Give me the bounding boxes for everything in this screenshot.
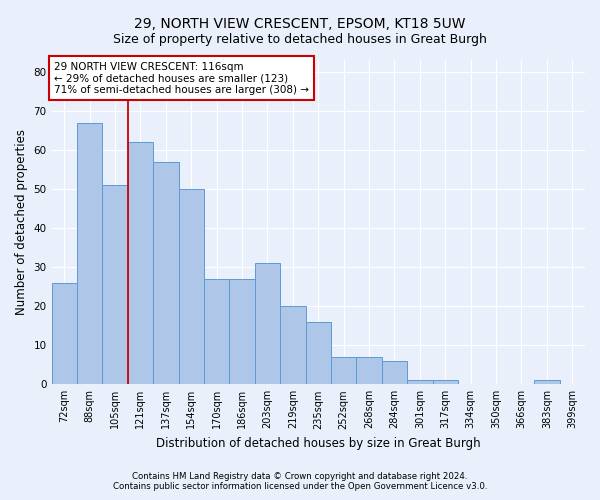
- Text: 29 NORTH VIEW CRESCENT: 116sqm
← 29% of detached houses are smaller (123)
71% of: 29 NORTH VIEW CRESCENT: 116sqm ← 29% of …: [54, 62, 309, 95]
- X-axis label: Distribution of detached houses by size in Great Burgh: Distribution of detached houses by size …: [156, 437, 481, 450]
- Text: 29, NORTH VIEW CRESCENT, EPSOM, KT18 5UW: 29, NORTH VIEW CRESCENT, EPSOM, KT18 5UW: [134, 18, 466, 32]
- Text: Contains public sector information licensed under the Open Government Licence v3: Contains public sector information licen…: [113, 482, 487, 491]
- Y-axis label: Number of detached properties: Number of detached properties: [15, 129, 28, 315]
- Text: Contains HM Land Registry data © Crown copyright and database right 2024.: Contains HM Land Registry data © Crown c…: [132, 472, 468, 481]
- Bar: [382, 361, 407, 384]
- Bar: [331, 357, 356, 384]
- Bar: [280, 306, 305, 384]
- Bar: [153, 162, 179, 384]
- Bar: [255, 263, 280, 384]
- Bar: [433, 380, 458, 384]
- Bar: [204, 279, 229, 384]
- Bar: [52, 282, 77, 384]
- Bar: [128, 142, 153, 384]
- Text: Size of property relative to detached houses in Great Burgh: Size of property relative to detached ho…: [113, 32, 487, 46]
- Bar: [77, 122, 103, 384]
- Bar: [534, 380, 560, 384]
- Bar: [103, 185, 128, 384]
- Bar: [356, 357, 382, 384]
- Bar: [179, 189, 204, 384]
- Bar: [229, 279, 255, 384]
- Bar: [407, 380, 433, 384]
- Bar: [305, 322, 331, 384]
